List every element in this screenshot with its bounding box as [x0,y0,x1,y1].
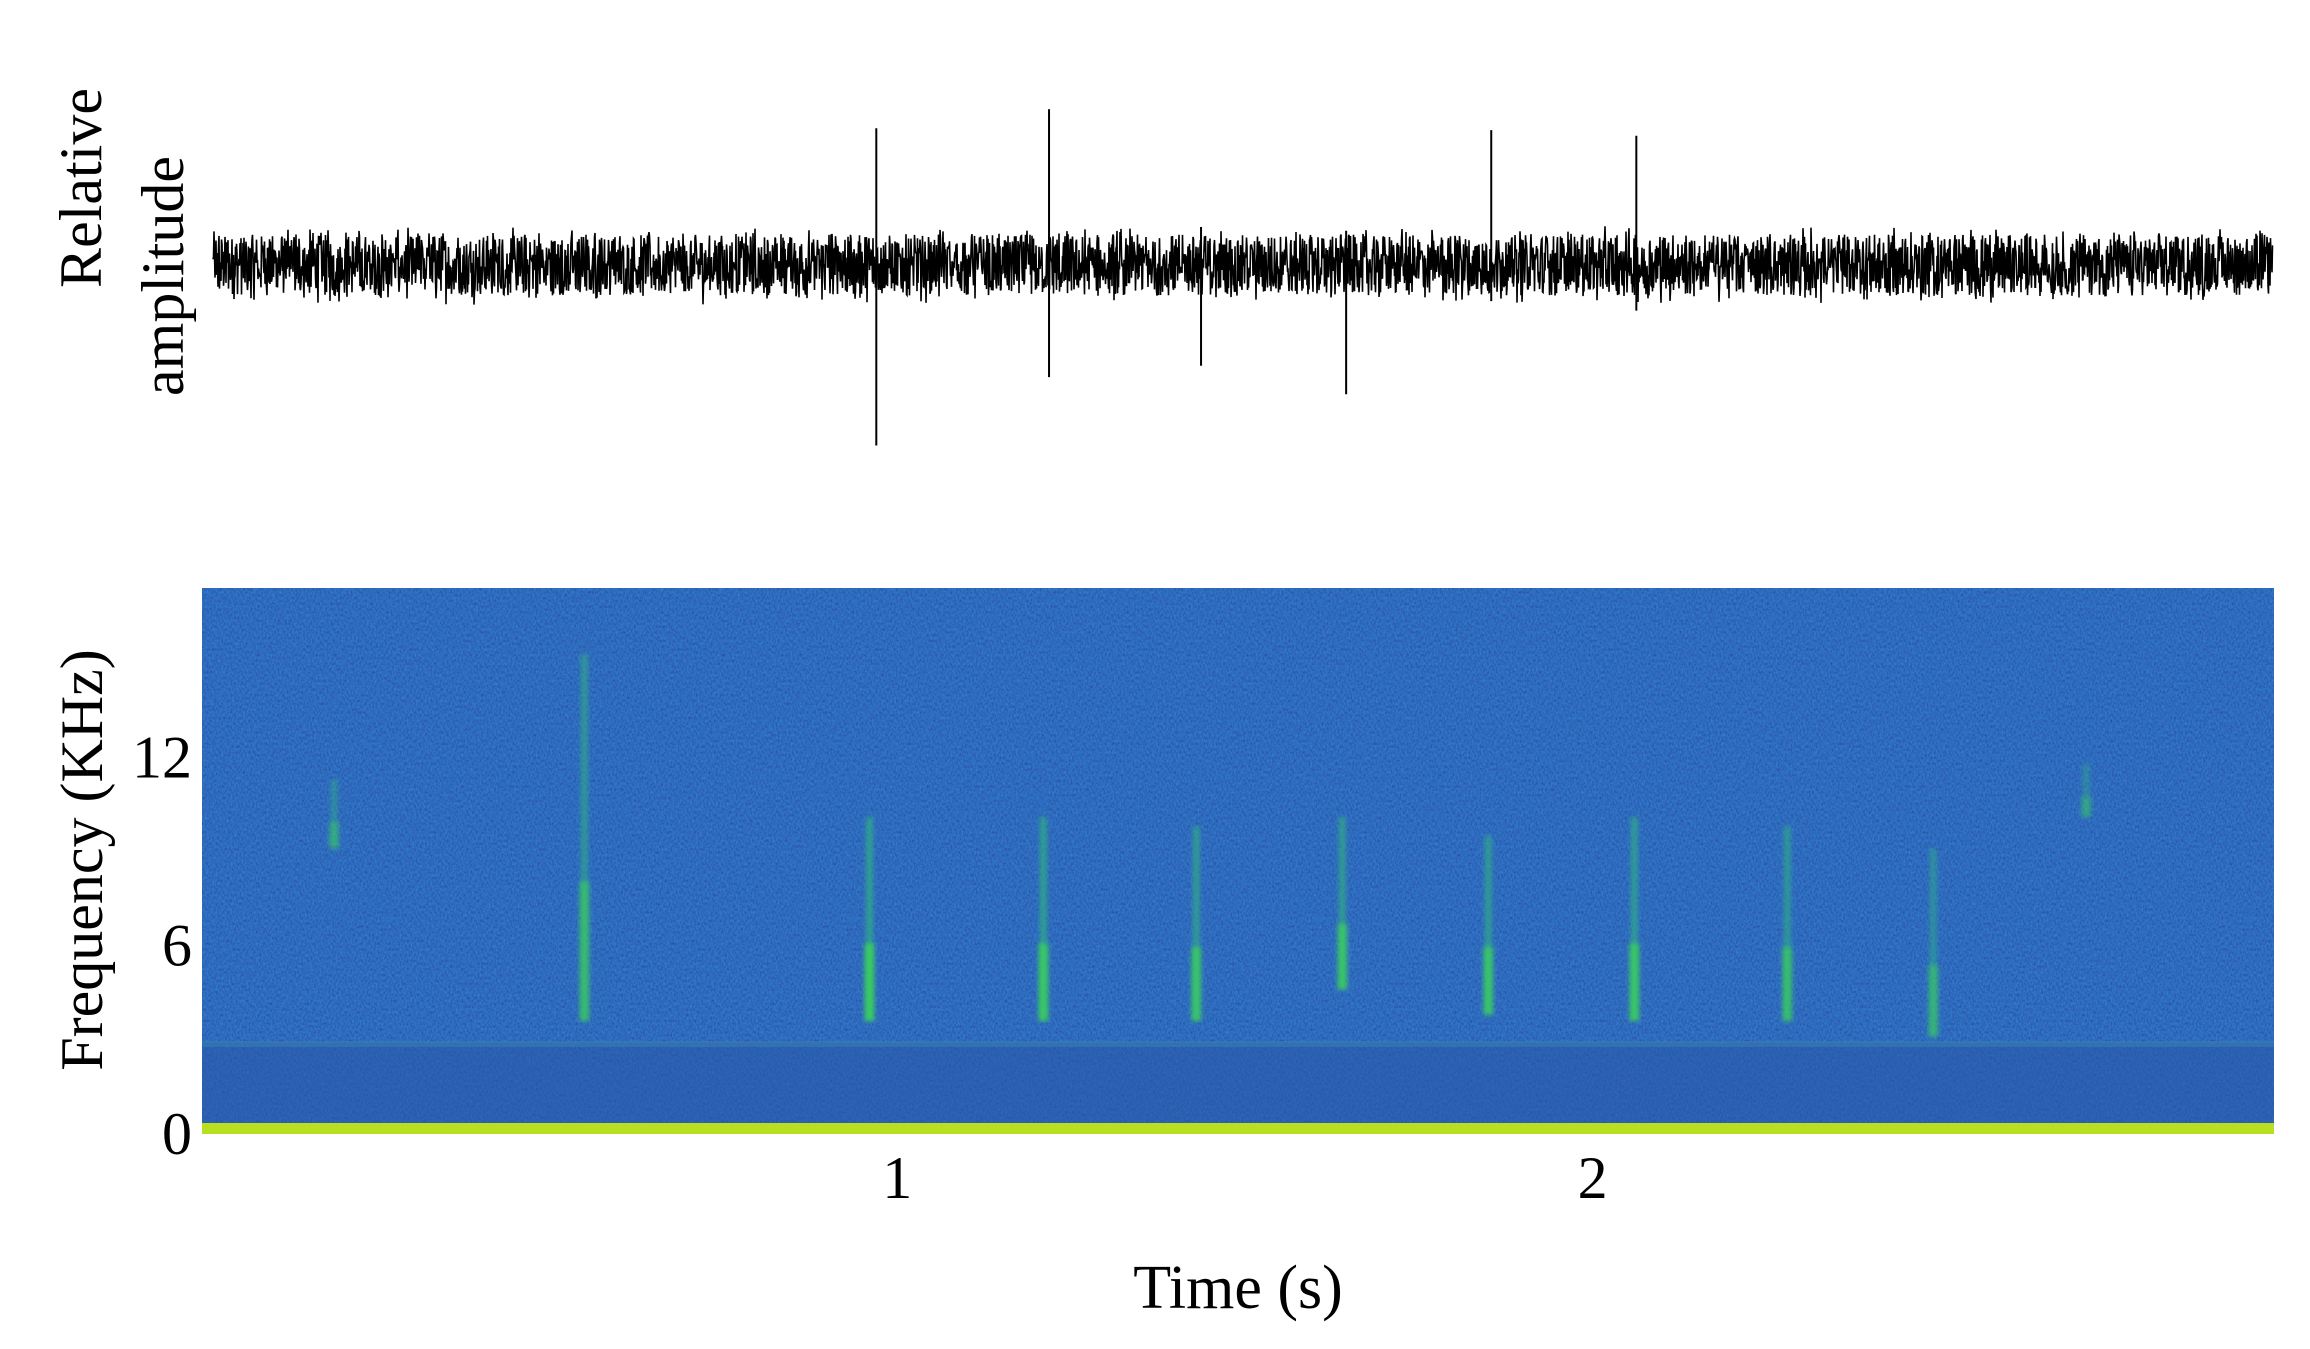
call-mark-2 [864,817,875,1022]
waveform-ylabel-line1: Relative [48,88,114,288]
call-mark-10 [2081,763,2092,818]
waveform-panel: Relative amplitude [48,88,2274,446]
call-mark-6 [1483,835,1494,1015]
call-mark-9 [1928,848,1939,1037]
xtick-label-1: 2 [1578,1145,1608,1211]
call-marks [329,653,2092,1037]
call-mark-4 [1191,826,1202,1022]
xtick-label-0: 1 [882,1145,912,1211]
call-mark-5 [1337,817,1348,990]
ytick-label-2: 12 [132,724,192,790]
spectrogram-xlabel: Time (s) [1133,1254,1343,1322]
frequency-tick-labels: 0 6 12 [132,724,192,1167]
call-mark-1 [579,653,590,1022]
waveform-line [212,226,2274,305]
call-mark-8 [1782,826,1793,1022]
noise-band-edge [202,1041,2274,1047]
call-mark-3 [1038,817,1049,1022]
ytick-label-0: 0 [162,1101,192,1167]
call-mark-0 [329,779,340,849]
spectrogram-baseline-band [202,1123,2274,1134]
low-frequency-noise-band [202,1043,2274,1134]
ytick-label-1: 6 [162,913,192,979]
spectrogram-ylabel: Frequency (KHz) [49,649,115,1071]
call-mark-7 [1629,817,1640,1022]
waveform-spikes [875,109,1638,446]
waveform-ylabel-line2: amplitude [130,156,196,396]
